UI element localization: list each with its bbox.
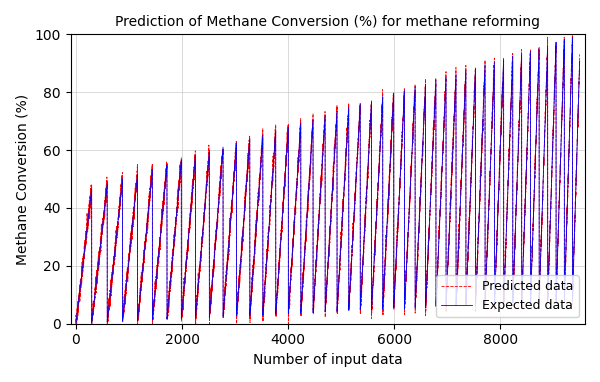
Expected data <box>191 166 198 170</box>
Line: Expected data: Expected data <box>76 37 580 323</box>
Y-axis label: Methane Conversion (%): Methane Conversion (%) <box>15 94 29 265</box>
Predicted data <box>112 235 119 240</box>
Predicted data <box>497 134 504 139</box>
Predicted data <box>191 162 198 167</box>
Predicted data <box>569 32 576 37</box>
Predicted data <box>576 52 583 57</box>
Expected data <box>112 241 119 245</box>
Line: Predicted data: Predicted data <box>76 35 580 324</box>
Title: Prediction of Methane Conversion (%) for methane reforming: Prediction of Methane Conversion (%) for… <box>115 15 541 29</box>
Expected data <box>576 59 583 64</box>
Predicted data <box>319 157 326 161</box>
Predicted data <box>73 319 80 324</box>
Expected data <box>73 321 80 325</box>
X-axis label: Number of input data: Number of input data <box>253 353 403 367</box>
Legend: Predicted data, Expected data: Predicted data, Expected data <box>436 275 579 317</box>
Expected data <box>497 142 504 146</box>
Expected data <box>569 35 576 40</box>
Expected data <box>443 293 450 298</box>
Expected data <box>319 163 326 168</box>
Predicted data <box>147 191 154 195</box>
Predicted data <box>73 321 80 326</box>
Predicted data <box>443 289 450 294</box>
Expected data <box>147 188 154 193</box>
